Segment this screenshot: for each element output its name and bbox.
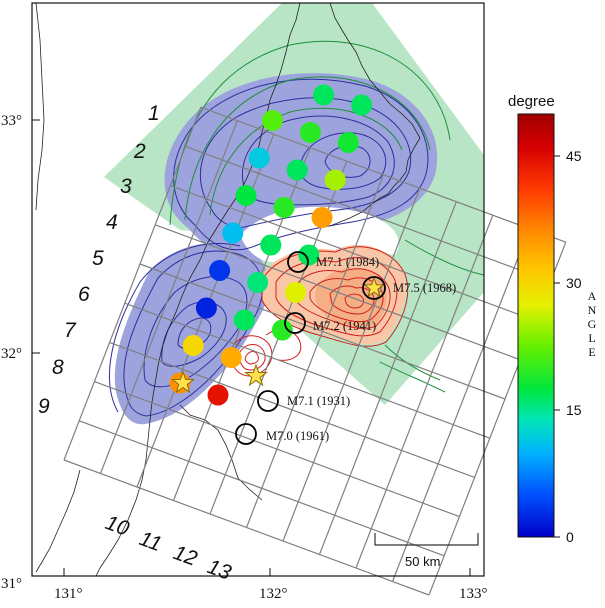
angle-point-r8-c11 (182, 335, 204, 356)
quake-circle-icon (287, 251, 309, 273)
quake-1941: M7.2 (1941) (284, 312, 376, 334)
angle-point-r3-c12 (286, 159, 308, 181)
colorbar-side-letter: A (588, 289, 597, 303)
star-icon (244, 363, 268, 387)
quake-label-1931: M7.1 (1931) (287, 394, 350, 408)
colorbar-gradient (517, 113, 555, 538)
angle-point-r4-c12 (273, 197, 295, 218)
angle-point-r7-c13 (271, 319, 293, 341)
colorbar-title: degree (508, 93, 555, 110)
quake-label-1941: M7.2 (1941) (313, 319, 376, 333)
red-region-core (314, 267, 387, 328)
blue-region-southwest (114, 242, 269, 425)
angle-point-r5-c12 (260, 234, 282, 256)
grid-col-line (318, 201, 457, 555)
angle-point-r2-c11 (261, 110, 283, 131)
angle-point-r7-c11 (195, 297, 217, 319)
row-labels: 1 2 3 4 5 6 7 8 9 (38, 102, 160, 418)
earthquake-markers: M7.1 (1984) M7.5 (1968) M7.2 (1941) M7.1… (235, 251, 456, 445)
quake-circle-icon (362, 276, 386, 300)
angle-point-r6-c12 (247, 272, 269, 293)
angle-point-r1-c13 (351, 94, 373, 116)
colorbar-side-letter: E (588, 345, 595, 359)
angle-point-r5-c13 (298, 244, 320, 266)
scale-bar-label: 50 km (405, 554, 440, 569)
angle-point-r5-c11 (222, 222, 244, 244)
star-icon (363, 276, 385, 298)
angle-point-r4-c13 (311, 207, 333, 228)
row-label-7: 7 (64, 319, 77, 342)
row-label-2: 2 (133, 140, 146, 163)
red-contours (230, 246, 409, 377)
quake-circle-icon (257, 390, 279, 412)
angle-point-r6-c13 (285, 282, 307, 303)
angle-point-r4-c11 (235, 185, 257, 206)
angle-point-r6-c11 (209, 260, 231, 281)
colorbar-side-letter: N (588, 303, 597, 317)
angle-points (169, 84, 373, 406)
angle-point-r3-c13 (324, 169, 346, 191)
quake-label-1984: M7.1 (1984) (316, 255, 379, 269)
lat-label-31: 31° (1, 576, 22, 592)
quake-circle-icon (284, 312, 306, 334)
row-label-5: 5 (92, 247, 104, 270)
angle-point-r2-c13 (337, 132, 359, 153)
angle-point-r9-c12 (207, 384, 229, 406)
row-label-3: 3 (120, 175, 132, 198)
grid-col-line (391, 228, 530, 582)
star-icon (171, 370, 195, 394)
green-contours (169, 40, 485, 393)
colorbar-tick-30: 30 (566, 275, 582, 291)
grid-col-line (282, 187, 421, 542)
angle-point-r8-c12 (220, 347, 242, 368)
angle-point-r2-c12 (299, 122, 321, 143)
colorbar-tick-0: 0 (566, 529, 574, 545)
scale-bar: 50 km (374, 533, 479, 569)
angle-point-r3-c11 (248, 147, 270, 169)
quake-circle-icon (235, 423, 257, 445)
row-label-1: 1 (148, 102, 160, 125)
axes: 33° 32° 31° 131° 132° 133° (1, 113, 488, 602)
row-label-9: 9 (38, 395, 50, 418)
lon-label-132: 132° (259, 586, 288, 602)
colorbar-side-letter: G (588, 317, 597, 331)
colorbar-tick-45: 45 (566, 148, 582, 164)
quake-label-1968: M7.5 (1968) (393, 281, 456, 295)
row-label-4: 4 (106, 211, 118, 234)
quake-1968: M7.5 (1968) (362, 276, 456, 300)
lat-label-33: 33° (1, 113, 22, 129)
colorbar-tick-15: 15 (566, 402, 582, 418)
grid-col-line (63, 106, 202, 461)
lon-label-131: 131° (54, 586, 83, 602)
grid-col-line (99, 120, 238, 474)
quake-1961: M7.0 (1961) (235, 423, 329, 445)
scale-bar-line (374, 533, 479, 546)
row-label-6: 6 (78, 283, 90, 306)
lat-label-32: 32° (1, 346, 22, 362)
lon-label-133: 133° (459, 586, 488, 602)
angle-point-r7-c12 (233, 309, 255, 331)
grid-col-line (355, 214, 494, 569)
map-frame (31, 2, 485, 577)
grid-col-line (245, 174, 384, 528)
quake-label-1961: M7.0 (1961) (266, 429, 329, 443)
star-markers (171, 276, 385, 394)
angle-point-r1-c12 (313, 84, 335, 106)
colorbar-side-letter: L (588, 331, 595, 345)
row-label-8: 8 (52, 356, 64, 379)
coastline (35, 2, 421, 577)
quake-1984: M7.1 (1984) (287, 251, 379, 273)
quake-1931: M7.1 (1931) (257, 390, 350, 412)
